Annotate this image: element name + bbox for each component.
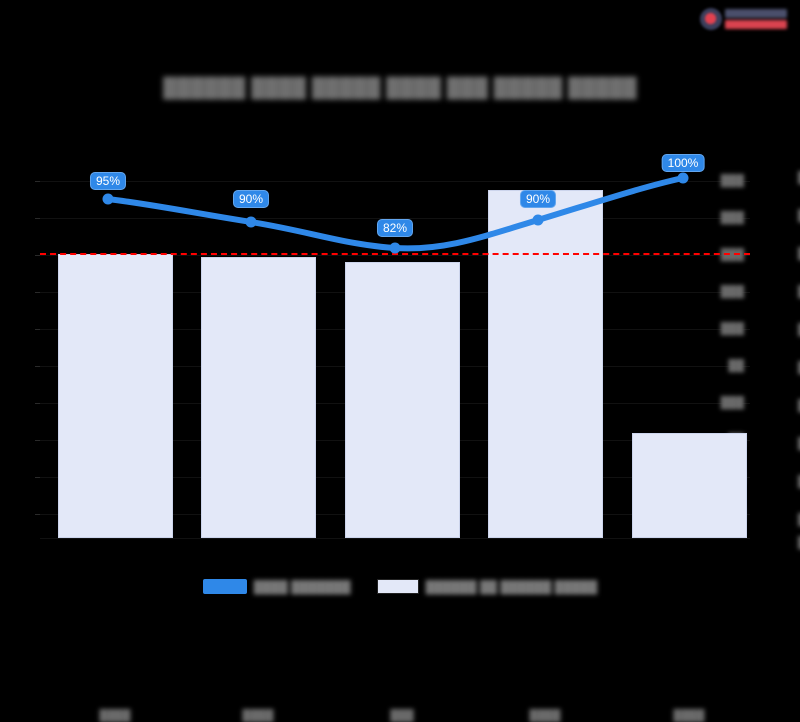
tick-mark <box>35 255 40 256</box>
tick-mark <box>35 403 40 404</box>
ytick-right: ████ <box>798 362 800 374</box>
data-label: 82% <box>376 219 414 237</box>
tick-mark <box>35 218 40 219</box>
ytick-right: ███ <box>798 476 800 488</box>
logo-wordmark: ███████ ███████ <box>725 9 787 29</box>
bar-column[interactable] <box>345 262 460 538</box>
ytick-left: ███ <box>720 212 744 224</box>
data-label: 90% <box>232 190 270 208</box>
tick-mark <box>35 366 40 367</box>
bar-column[interactable] <box>201 257 316 538</box>
legend-label-line: ████ ███████ <box>253 579 351 594</box>
line-path <box>105 175 686 252</box>
ytick-right: ████ <box>798 248 800 260</box>
gridline <box>40 181 750 182</box>
line-marker[interactable] <box>389 242 401 254</box>
tick-mark <box>35 181 40 182</box>
ytick-left: ███ <box>720 323 744 335</box>
gridline <box>40 255 750 256</box>
brand-logo: ███████ ███████ <box>700 4 792 34</box>
chart-title: ██████ ████ █████ ████ ███ █████ █████ <box>163 78 637 99</box>
tick-mark <box>35 440 40 441</box>
xtick-label: ████ <box>242 710 274 722</box>
chart-legend: ████ ███████ ██████ ██ ██████ █████ <box>0 579 800 594</box>
line-series <box>102 172 689 254</box>
legend-label-bar: ██████ ██ ██████ █████ <box>425 579 598 594</box>
line-marker[interactable] <box>532 214 544 226</box>
ytick-right: ███ <box>798 400 800 412</box>
xtick-label: ████ <box>529 710 561 722</box>
ytick-right: ███ <box>798 286 800 298</box>
bar-column[interactable] <box>488 190 603 538</box>
ytick-right: ████ <box>798 172 800 184</box>
tick-mark <box>35 292 40 293</box>
legend-swatch-line <box>202 579 247 594</box>
ytick-right: ██ <box>798 537 800 549</box>
ytick-left: ███ <box>720 397 744 409</box>
bar-column[interactable] <box>632 433 747 538</box>
ytick-left: ███ <box>720 175 744 187</box>
xtick-label: ███ <box>390 710 414 722</box>
ytick-right: ████ <box>798 438 800 450</box>
line-marker[interactable] <box>102 193 114 205</box>
line-marker[interactable] <box>245 216 257 228</box>
legend-swatch-bar <box>376 579 419 594</box>
data-label: 100% <box>661 154 705 172</box>
ytick-left: ███ <box>720 249 744 261</box>
data-label: 95% <box>89 172 127 190</box>
legend-item-bar[interactable]: ██████ ██ ██████ █████ <box>376 579 598 594</box>
line-marker[interactable] <box>677 172 689 184</box>
ytick-right: ████ <box>798 210 800 222</box>
threshold-line <box>40 253 750 255</box>
tick-mark <box>35 477 40 478</box>
xtick-label: ████ <box>673 710 705 722</box>
gridline <box>40 218 750 219</box>
axis-baseline <box>40 538 750 539</box>
ytick-left: ██ <box>728 360 744 372</box>
plot-area: ███ ███ ███ ███ ███ ██ ███ ██ ██ █ ████ … <box>35 154 800 722</box>
ytick-right: ████ <box>798 324 800 336</box>
xtick-label: ████ <box>99 710 131 722</box>
ytick-left: ███ <box>720 286 744 298</box>
logo-circle-icon <box>700 8 722 30</box>
chart-container: ██████ █ ███ ████ █ ████ █ ██ ██ ███ ██ ███ █ █… <box>0 4 800 722</box>
tick-mark <box>35 329 40 330</box>
data-label: 90% <box>519 190 557 208</box>
legend-item-line[interactable]: ████ ███████ <box>202 579 351 594</box>
ytick-right: ████ <box>798 514 800 526</box>
tick-mark <box>35 514 40 515</box>
